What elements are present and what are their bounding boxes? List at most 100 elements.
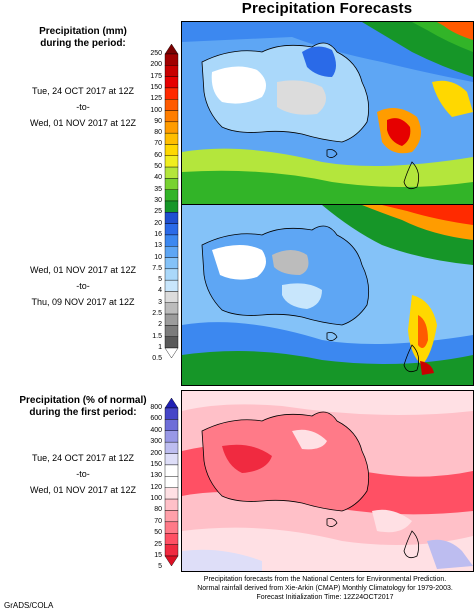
map-period1-graphic bbox=[182, 22, 473, 204]
period1-end: Wed, 01 NOV 2017 at 12Z bbox=[30, 118, 136, 128]
colorbar-swatch bbox=[164, 121, 179, 134]
precip-pct-heading-line2: during the first period: bbox=[29, 407, 137, 418]
colorbar-swatch bbox=[164, 268, 179, 281]
colorbar-swatch bbox=[164, 487, 179, 500]
colorbar-tick-label: 800 bbox=[150, 404, 162, 411]
colorbar-tick-label: 100 bbox=[150, 106, 162, 114]
colorbar-swatch bbox=[164, 65, 179, 77]
colorbar-tick-label: 50 bbox=[154, 529, 162, 537]
colorbar-swatch bbox=[164, 212, 179, 224]
colorbar-tick-label: 100 bbox=[150, 495, 162, 503]
credit: GrADS/COLA bbox=[4, 601, 54, 610]
colorbar-swatch bbox=[164, 99, 179, 111]
colorbar-swatch bbox=[164, 407, 179, 420]
colorbar-swatch bbox=[164, 291, 179, 303]
colorbar-swatch bbox=[164, 347, 179, 359]
colorbar-swatch bbox=[164, 246, 179, 258]
period3-sep: -to- bbox=[76, 469, 90, 479]
colorbar-swatch bbox=[164, 155, 179, 168]
colorbar-tick-label: 50 bbox=[154, 163, 162, 171]
colorbar-swatch bbox=[164, 419, 179, 431]
colorbar-swatch bbox=[164, 166, 179, 179]
colorbar-swatch bbox=[164, 430, 179, 443]
colorbar-swatch bbox=[164, 178, 179, 190]
colorbar-tick-label: 300 bbox=[150, 438, 162, 446]
colorbar-swatch bbox=[164, 533, 179, 545]
precip-mm-heading-line2: during the period: bbox=[40, 38, 126, 49]
colorbar-tick-label: 250 bbox=[150, 50, 162, 57]
colorbar-swatch bbox=[164, 336, 179, 349]
map-period2-mm bbox=[181, 204, 474, 386]
colorbar-tick-label: 15 bbox=[154, 552, 162, 559]
period1-start: Tue, 24 OCT 2017 at 12Z bbox=[31, 86, 135, 96]
colorbar-tick-label: 600 bbox=[150, 415, 162, 423]
colorbar-tick-label: 25 bbox=[154, 540, 162, 548]
colorbar-tick-label: 400 bbox=[150, 426, 162, 434]
precip-pct-heading: Precipitation (% of normal) during the f… bbox=[4, 395, 162, 419]
precip-mm-heading-line1: Precipitation (mm) bbox=[39, 26, 127, 37]
period2-start: Wed, 01 NOV 2017 at 12Z bbox=[30, 265, 136, 275]
colorbar-tick-label: 0.5 bbox=[152, 355, 162, 363]
period3-label: Tue, 24 OCT 2017 at 12Z -to- Wed, 01 NOV… bbox=[4, 453, 162, 496]
colorbar-swatch bbox=[164, 313, 179, 326]
colorbar-tick-label: 200 bbox=[150, 61, 162, 69]
colorbar-tick-label: 40 bbox=[154, 174, 162, 182]
colorbar-tick-label: 150 bbox=[150, 83, 162, 91]
period3-end: Wed, 01 NOV 2017 at 12Z bbox=[30, 485, 136, 495]
period1-sep: -to- bbox=[76, 102, 90, 112]
colorbar-tick-label: 1 bbox=[158, 344, 162, 351]
colorbar-tick-label: 4 bbox=[158, 287, 162, 295]
page-title: Precipitation Forecasts bbox=[241, 0, 413, 17]
colorbar-swatch bbox=[164, 464, 179, 477]
colorbar-swatch bbox=[164, 53, 179, 66]
precip-mm-colorbar bbox=[164, 43, 179, 359]
colorbar-swatch bbox=[164, 234, 179, 247]
colorbar-tick-label: 90 bbox=[154, 117, 162, 125]
colorbar-swatch bbox=[164, 325, 179, 337]
colorbar-swatch bbox=[164, 555, 179, 567]
precip-mm-colorbar-graphic bbox=[164, 43, 179, 359]
colorbar-tick-label: 80 bbox=[154, 506, 162, 514]
period2-end: Thu, 09 NOV 2017 at 12Z bbox=[31, 297, 135, 307]
colorbar-tick-label: 5 bbox=[158, 563, 162, 571]
map-period3-graphic bbox=[182, 391, 473, 571]
colorbar-tick-label: 30 bbox=[154, 197, 162, 204]
colorbar-swatch bbox=[164, 223, 179, 236]
colorbar-swatch bbox=[164, 544, 179, 557]
colorbar-swatch bbox=[164, 76, 179, 89]
colorbar-swatch bbox=[164, 279, 179, 292]
precip-mm-heading: Precipitation (mm) during the period: bbox=[4, 26, 162, 50]
colorbar-tick-label: 1.5 bbox=[152, 332, 162, 340]
precip-pct-colorbar-graphic bbox=[164, 397, 179, 567]
colorbar-tick-label: 70 bbox=[154, 140, 162, 148]
colorbar-tick-label: 175 bbox=[150, 72, 162, 80]
colorbar-swatch bbox=[164, 87, 179, 100]
colorbar-tick-label: 7.5 bbox=[152, 264, 162, 272]
colorbar-swatch bbox=[164, 521, 179, 534]
colorbar-tick-label: 150 bbox=[150, 460, 162, 468]
map-period2-graphic bbox=[182, 205, 473, 385]
colorbar-swatch bbox=[164, 441, 179, 454]
colorbar-swatch bbox=[164, 453, 179, 466]
period2-label: Wed, 01 NOV 2017 at 12Z -to- Thu, 09 NOV… bbox=[4, 265, 162, 308]
colorbar-tick-label: 70 bbox=[154, 517, 162, 525]
colorbar-swatch bbox=[164, 43, 179, 55]
colorbar-tick-label: 13 bbox=[154, 242, 162, 250]
colorbar-swatch bbox=[164, 189, 179, 202]
colorbar-swatch bbox=[164, 200, 179, 213]
period2-sep: -to- bbox=[76, 281, 90, 291]
colorbar-swatch bbox=[164, 110, 179, 123]
colorbar-swatch bbox=[164, 257, 179, 270]
map-period1-percent bbox=[181, 390, 474, 572]
colorbar-swatch bbox=[164, 132, 179, 145]
precip-pct-colorbar bbox=[164, 397, 179, 567]
colorbar-tick-label: 2.5 bbox=[152, 310, 162, 318]
precip-pct-heading-line1: Precipitation (% of normal) bbox=[19, 395, 147, 406]
colorbar-tick-label: 5 bbox=[158, 276, 162, 284]
period1-label: Tue, 24 OCT 2017 at 12Z -to- Wed, 01 NOV… bbox=[4, 86, 162, 129]
colorbar-tick-label: 80 bbox=[154, 129, 162, 137]
footer-line3: Forecast Initialization Time: 12Z24OCT20… bbox=[256, 594, 394, 601]
footer-line1: Precipitation forecasts from the Nationa… bbox=[203, 576, 447, 583]
colorbar-tick-label: 60 bbox=[154, 151, 162, 159]
footer-line2: Normal rainfall derived from Xie-Arkin (… bbox=[197, 585, 453, 592]
